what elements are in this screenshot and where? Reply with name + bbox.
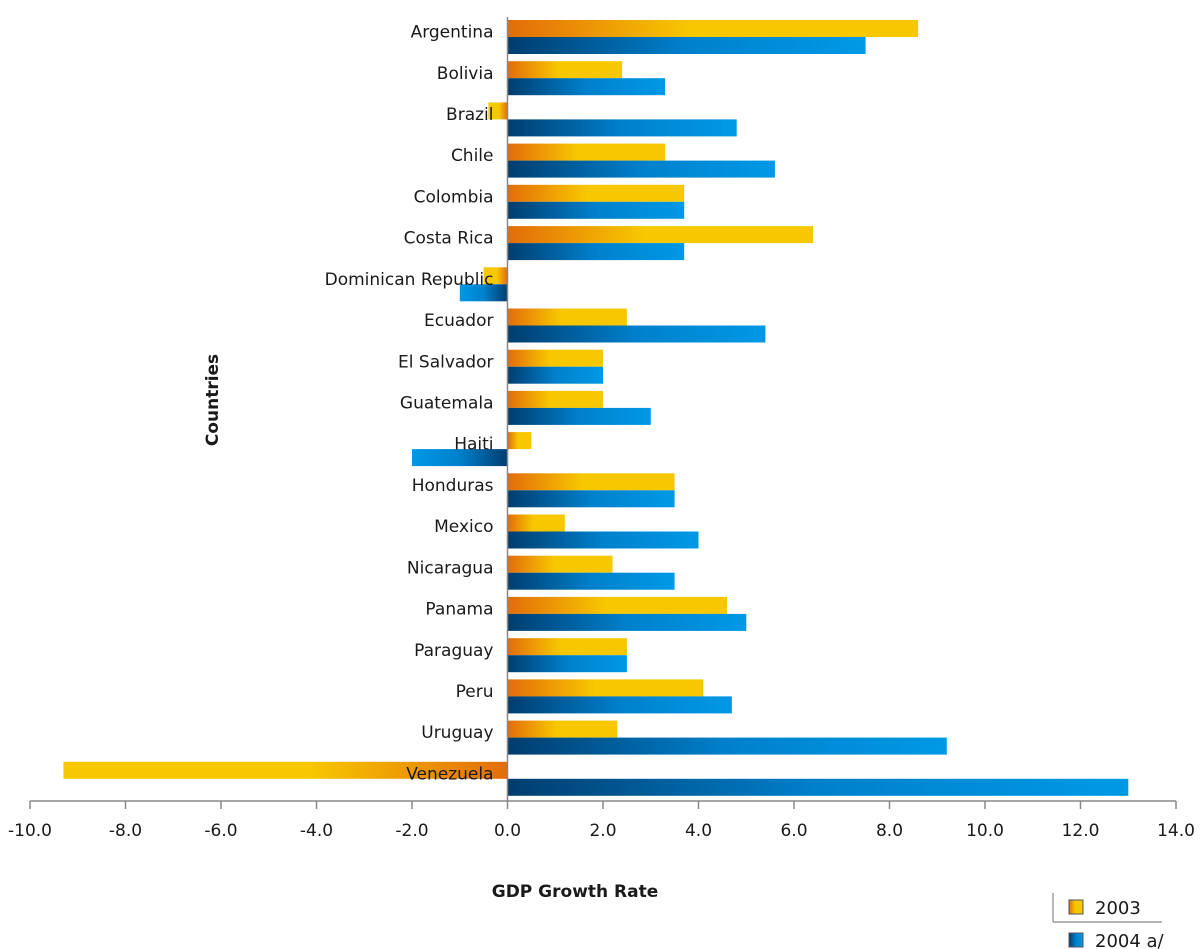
bar-colombia-2004	[507, 201, 685, 219]
category-label: Honduras	[412, 476, 494, 496]
legend-swatch-2003	[1068, 899, 1084, 915]
x-tick-label: -6.0	[204, 821, 237, 841]
legend-swatch-2004	[1068, 932, 1084, 948]
x-tick-label: -2.0	[395, 821, 428, 841]
bar-mexico-2004	[507, 531, 699, 549]
bar-argentina-2004	[507, 37, 866, 54]
category-label: Costa Rica	[404, 229, 494, 249]
bar-ecuador-2003	[507, 308, 627, 326]
bars-layer	[63, 20, 1129, 796]
bar-dominican-republic-2003	[483, 267, 508, 285]
legend-label-2003: 2003	[1095, 898, 1141, 919]
bar-venezuela-2003	[63, 761, 508, 779]
x-tick-label: 0.0	[494, 821, 521, 841]
legend: 2003 2004 a/	[1052, 893, 1165, 949]
category-label: Panama	[425, 600, 493, 620]
bar-paraguay-2003	[507, 638, 627, 656]
x-tick-label: 14.0	[1157, 821, 1195, 841]
bar-honduras-2003	[507, 473, 675, 491]
bar-uruguay-2004	[507, 737, 947, 755]
legend-label-2004: 2004 a/	[1095, 931, 1165, 949]
x-tick-label: 10.0	[966, 821, 1004, 841]
x-axis-title: GDP Growth Rate	[492, 882, 659, 902]
category-label: Bolivia	[437, 64, 494, 84]
bar-honduras-2004	[507, 490, 675, 508]
bar-panama-2003	[507, 596, 728, 614]
x-axis-ticks: -10.0 -8.0 -6.0 -4.0 -2.0 0.0 2.0 4.0 6.0 8.0 10.0…	[8, 801, 1195, 841]
x-tick-label: -8.0	[109, 821, 142, 841]
bar-venezuela-2004	[507, 778, 1129, 796]
bar-bolivia-2004	[507, 78, 666, 96]
category-label: Peru	[456, 682, 494, 702]
bar-colombia-2003	[507, 184, 685, 202]
bar-el-salvador-2003	[507, 349, 603, 367]
category-label: Guatemala	[400, 394, 494, 414]
bar-panama-2004	[507, 613, 747, 631]
x-tick-label: 6.0	[780, 821, 807, 841]
category-label: Venezuela	[406, 764, 493, 784]
bar-peru-2003	[507, 679, 704, 697]
category-label: Haiti	[454, 435, 493, 455]
bar-haiti-2004	[412, 449, 508, 467]
bar-brazil-2003	[488, 102, 508, 120]
bar-brazil-2004	[507, 119, 737, 137]
bar-ecuador-2004	[507, 325, 766, 343]
bar-mexico-2003	[507, 514, 565, 532]
x-tick-label: 2.0	[589, 821, 616, 841]
category-label: Chile	[451, 146, 494, 166]
x-tick-label: -10.0	[8, 821, 52, 841]
x-tick-label: 8.0	[876, 821, 903, 841]
category-label: Ecuador	[424, 311, 493, 331]
bar-peru-2004	[507, 696, 732, 714]
category-label: Colombia	[414, 187, 494, 207]
category-label: Nicaragua	[407, 558, 494, 578]
bar-costa-rica-2004	[507, 243, 685, 261]
bar-paraguay-2004	[507, 655, 627, 673]
bar-chile-2003	[507, 143, 666, 161]
bar-nicaragua-2004	[507, 572, 675, 590]
bar-chile-2004	[507, 160, 775, 178]
category-label: Mexico	[434, 517, 493, 537]
x-tick-label: 12.0	[1062, 821, 1100, 841]
bar-dominican-republic-2004	[459, 284, 508, 302]
x-tick-label: 4.0	[685, 821, 712, 841]
x-tick-label: -4.0	[300, 821, 333, 841]
category-label: Dominican Republic	[325, 270, 494, 290]
category-labels: Argentina Bolivia Brazil Chile Colombia Costa…	[325, 23, 494, 785]
bar-uruguay-2003	[507, 720, 618, 738]
bar-costa-rica-2003	[507, 226, 814, 244]
bar-guatemala-2003	[507, 390, 603, 408]
category-label: Brazil	[446, 105, 493, 125]
category-label: Argentina	[411, 23, 494, 43]
category-label: Uruguay	[421, 723, 493, 743]
bar-guatemala-2004	[507, 407, 651, 425]
bar-haiti-2003	[507, 432, 532, 450]
bar-el-salvador-2004	[507, 366, 603, 384]
y-axis-title: Countries	[203, 354, 223, 446]
category-label: El Salvador	[398, 352, 493, 372]
bar-nicaragua-2003	[507, 555, 613, 573]
category-label: Paraguay	[414, 641, 493, 661]
bar-argentina-2003	[507, 20, 919, 37]
bar-bolivia-2003	[507, 61, 623, 79]
